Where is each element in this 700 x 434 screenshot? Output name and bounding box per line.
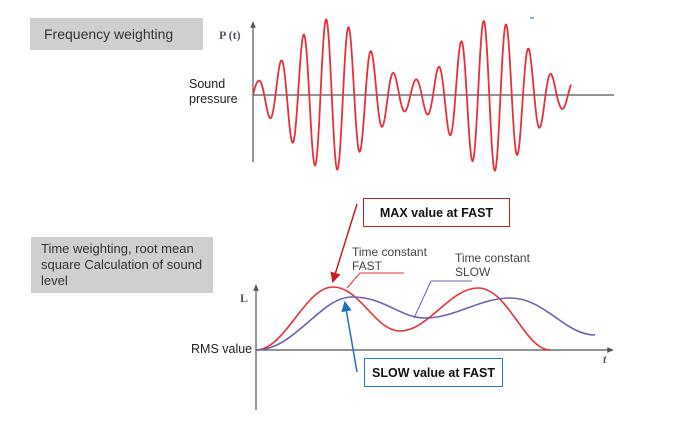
- fast-time-constant-label-line1: Time constant: [352, 245, 427, 259]
- slow-curve: [255, 296, 596, 351]
- fast-time-constant-label-line2: FAST: [352, 259, 383, 273]
- sound-pressure-caption-line1: Sound: [189, 77, 226, 91]
- frequency-weighting-label: Frequency weighting: [30, 18, 203, 50]
- fast-curve: [255, 286, 551, 351]
- slow-time-constant-label-line1: Time constant: [455, 251, 530, 265]
- lower-y-axis-label: L: [240, 291, 249, 305]
- slow-value-callout-text: SLOW value at FAST: [372, 365, 495, 380]
- max-value-arrow: [330, 203, 358, 284]
- slow-value-callout: SLOW value at FAST: [364, 358, 503, 387]
- slow-time-constant-label-line2: SLOW: [455, 265, 491, 279]
- sound-pressure-waveform: [252, 18, 572, 172]
- max-value-callout-text: MAX value at FAST: [379, 205, 494, 220]
- slow-value-arrow: [341, 300, 358, 373]
- fast-leader-line: [346, 272, 404, 289]
- slow-leader-line: [413, 280, 472, 319]
- lower-x-axis-label: t: [603, 352, 607, 366]
- max-value-callout: MAX value at FAST: [363, 198, 510, 227]
- time-weighting-text: Time weighting, root mean square Calcula…: [41, 241, 203, 288]
- lower-axes: [253, 284, 614, 410]
- upper-y-axis-label: P (t): [219, 28, 241, 42]
- sound-pressure-caption-line2: pressure: [189, 92, 238, 106]
- time-weighting-label: Time weighting, root mean square Calcula…: [31, 237, 213, 293]
- frequency-weighting-text: Frequency weighting: [44, 26, 174, 42]
- rms-value-label: RMS value: [191, 342, 253, 356]
